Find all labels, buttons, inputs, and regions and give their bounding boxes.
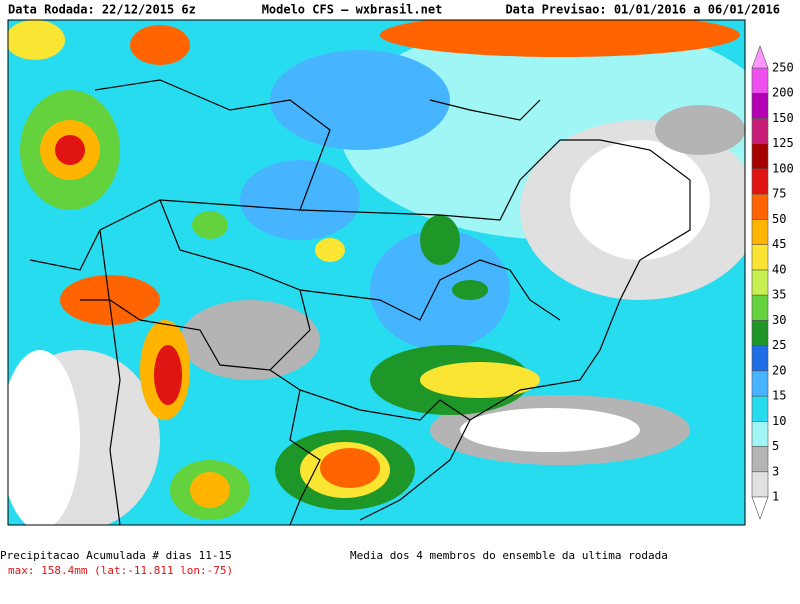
colorbar-label: 3	[772, 464, 779, 478]
colorbar-label: 125	[772, 136, 794, 150]
colorbar-label: 1	[772, 490, 779, 504]
ensemble-note: Media dos 4 membros do ensemble da ultim…	[350, 549, 668, 562]
colorbar-box	[751, 118, 769, 145]
colorbar-box	[751, 471, 769, 498]
colorbar-box	[751, 446, 769, 473]
colorbar-box	[751, 320, 769, 346]
colorbar-label: 15	[772, 389, 786, 403]
run-date: Data Rodada: 22/12/2015 6z	[8, 3, 196, 17]
forecast-range: Data Previsao: 01/01/2016 a 06/01/2016	[505, 3, 780, 17]
colorbar-label: 40	[772, 262, 786, 276]
colorbar-label: 30	[772, 313, 786, 327]
colorbar-box	[751, 193, 769, 220]
colorbar-label: 75	[772, 187, 786, 201]
colorbar-label: 45	[772, 237, 786, 251]
colorbar-label: 5	[772, 439, 779, 453]
colorbar-box	[751, 395, 769, 422]
max-info: max: 158.4mm (lat:-11.811 lon:-75)	[8, 564, 233, 577]
colorbar-box	[751, 420, 769, 447]
colorbar-label: 50	[772, 212, 786, 226]
colorbar-box	[751, 168, 769, 195]
colorbar-box	[751, 219, 769, 245]
colorbar-label: 150	[772, 111, 794, 125]
colorbar-box	[751, 67, 769, 94]
colorbar-high	[751, 45, 769, 69]
product-title: Precipitacao Acumulada # dias 11-15	[0, 549, 232, 562]
colorbar-label: 25	[772, 338, 786, 352]
colorbar-box	[751, 345, 769, 372]
colorbar-box	[751, 294, 769, 321]
colorbar-label: 10	[772, 414, 786, 428]
colorbar-box	[751, 244, 769, 271]
colorbar-box	[751, 370, 769, 397]
colorbar-label: 100	[772, 161, 794, 175]
colorbar-label: 200	[772, 86, 794, 100]
model-title: Modelo CFS — wxbrasil.net	[262, 3, 443, 17]
colorbar-label: 35	[772, 288, 786, 302]
colorbar-low	[751, 496, 769, 520]
colorbar-label: 250	[772, 61, 794, 75]
colorbar-box	[751, 143, 769, 170]
colorbar-label: 20	[772, 363, 786, 377]
colorbar-box	[751, 92, 769, 119]
colorbar-box	[751, 269, 769, 296]
precip-map	[7, 19, 746, 526]
